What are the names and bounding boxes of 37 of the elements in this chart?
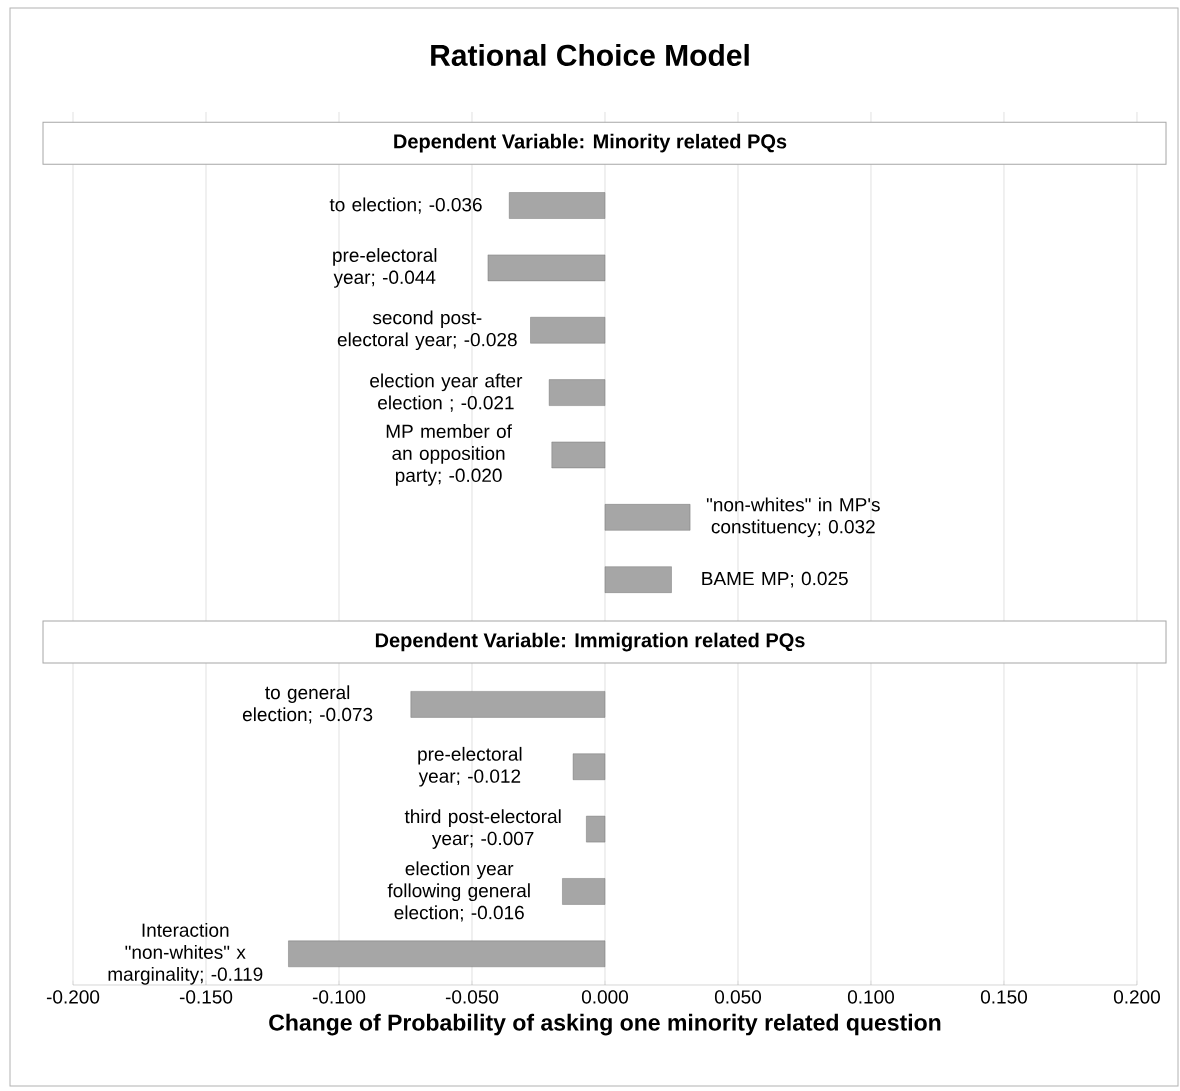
bar (604, 566, 672, 593)
bar (586, 815, 606, 843)
x-tick-label: 0.000 (581, 990, 629, 1004)
data-label: BAME MP; 0.025 (702, 571, 848, 588)
annotation: Dependent Variable: Immigration related PQs (375, 632, 805, 652)
data-label: Interaction "non-whites" x marginality; -0.119 (108, 922, 263, 985)
data-label: third post-electoral year; -0.007 (404, 809, 561, 849)
x-tick-label: -0.200 (46, 990, 100, 1004)
data-label: pre-electoral year; -0.012 (418, 746, 522, 787)
x-tick-label: 0.100 (847, 990, 894, 1004)
bar (572, 753, 606, 780)
data-label: "non-whites" in MP's constituency; 0.032 (706, 497, 880, 538)
x-tick-label: 0.150 (980, 990, 1027, 1004)
bar (288, 940, 606, 968)
x-axis-title: Change of Probability of asking one minority related question (269, 1013, 941, 1036)
data-label: election year after election ; -0.021 (370, 373, 523, 412)
x-tick-label: -0.100 (312, 990, 366, 1004)
bar (410, 691, 606, 718)
data-label: election year following general election; -0.016 (387, 861, 530, 922)
bar (530, 317, 606, 344)
chart-title: Rational Choice Model (431, 43, 749, 66)
bar (562, 878, 606, 905)
bar (604, 504, 691, 531)
data-label: to election; -0.036 (329, 197, 482, 214)
bar (487, 254, 606, 282)
x-tick-label: -0.050 (445, 990, 499, 1004)
x-tick-label: -0.150 (179, 990, 233, 1004)
x-tick-label: 0.050 (714, 990, 762, 1004)
data-label: to general election; -0.073 (242, 685, 373, 724)
bar (509, 192, 606, 219)
x-tick-label: 0.200 (1113, 990, 1160, 1004)
data-label: second post-electoral year; -0.028 (337, 310, 517, 351)
annotation: Dependent Variable: Minority related PQs (394, 133, 787, 153)
data-label: pre-electoral year; -0.044 (333, 248, 437, 288)
data-label: MP member of an opposition party; -0.020 (386, 424, 512, 486)
bar (548, 379, 606, 406)
bar (551, 441, 606, 469)
